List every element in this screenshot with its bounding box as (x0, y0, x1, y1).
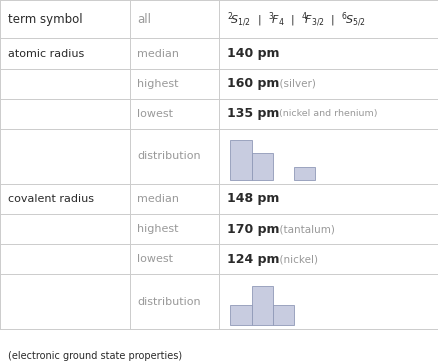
Bar (251, 286, 272, 325)
Text: atomic radius: atomic radius (8, 49, 84, 58)
Bar (272, 305, 293, 325)
Bar (293, 167, 314, 180)
Text: term symbol: term symbol (8, 13, 82, 26)
Text: highest: highest (137, 224, 179, 234)
Bar (230, 140, 251, 180)
Text: $^2\!S_{1/2}$  |  $^3\!F_4$  |  $^4\!F_{3/2}$  |  $^6\!S_{5/2}$: $^2\!S_{1/2}$ | $^3\!F_4$ | $^4\!F_{3/2}… (227, 10, 365, 29)
Bar (230, 305, 251, 325)
Text: (tantalum): (tantalum) (273, 224, 335, 234)
Text: 140 pm: 140 pm (227, 47, 279, 60)
Text: (nickel): (nickel) (273, 254, 318, 264)
Text: (nickel and rhenium): (nickel and rhenium) (273, 109, 377, 118)
Text: 148 pm: 148 pm (227, 192, 279, 205)
Text: distribution: distribution (137, 297, 201, 307)
Text: all: all (137, 13, 151, 26)
Text: lowest: lowest (137, 109, 173, 119)
Text: distribution: distribution (137, 151, 201, 162)
Text: 124 pm: 124 pm (227, 253, 279, 266)
Text: highest: highest (137, 79, 179, 89)
Bar (251, 153, 272, 180)
Text: 135 pm: 135 pm (227, 107, 279, 121)
Text: (electronic ground state properties): (electronic ground state properties) (8, 351, 182, 361)
Text: covalent radius: covalent radius (8, 194, 94, 204)
Text: 170 pm: 170 pm (227, 223, 279, 236)
Text: lowest: lowest (137, 254, 173, 264)
Text: median: median (137, 49, 179, 58)
Text: 160 pm: 160 pm (227, 77, 279, 90)
Text: (silver): (silver) (273, 79, 316, 89)
Text: median: median (137, 194, 179, 204)
